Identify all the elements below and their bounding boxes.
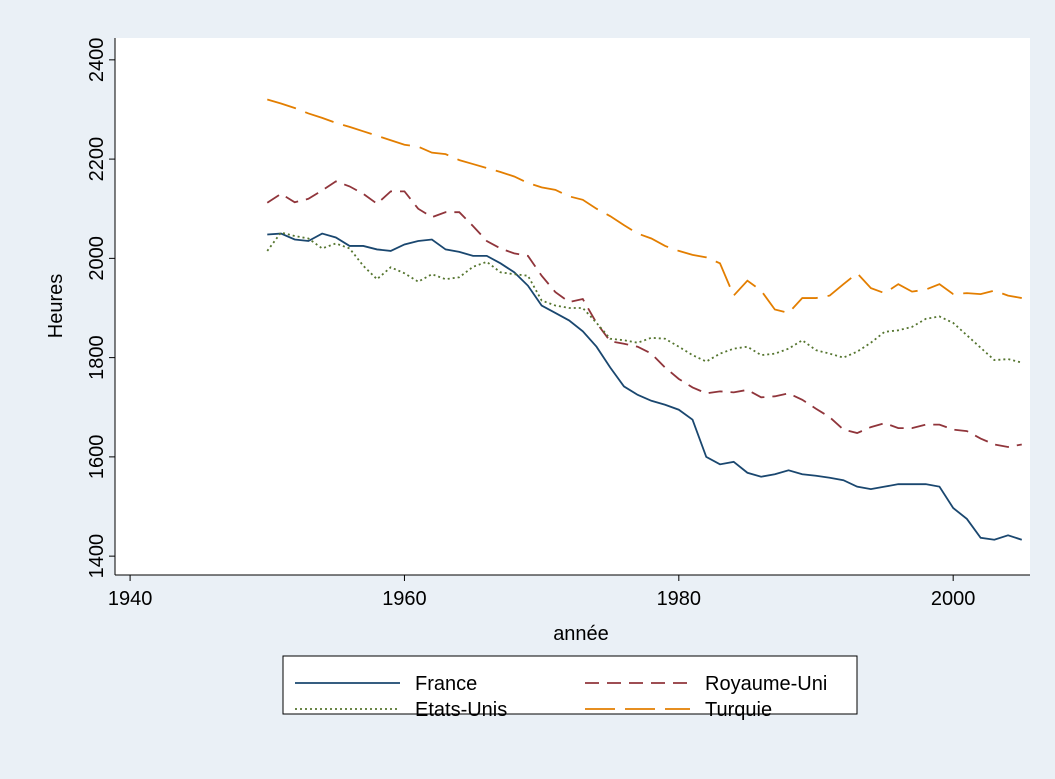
legend: [282, 655, 858, 715]
x-tick-label: 2000: [931, 588, 976, 610]
x-tick-label: 1940: [108, 588, 153, 610]
legend-label: Turquie: [705, 699, 772, 721]
x-axis-label: année: [553, 623, 609, 645]
plot-area: [115, 38, 1030, 575]
y-tick-label: 1600: [86, 435, 108, 480]
legend-label: Etats-Unis: [415, 699, 507, 721]
y-tick-label: 2200: [86, 137, 108, 182]
y-axis-label: Heures: [45, 274, 67, 338]
y-tick-label: 2400: [86, 38, 108, 83]
series-line: [266, 180, 1022, 448]
y-tick-label: 1400: [86, 534, 108, 579]
x-tick-label: 1980: [657, 588, 702, 610]
y-tick-label: 1800: [86, 335, 108, 380]
x-tick-label: 1960: [382, 588, 427, 610]
legend-label: Royaume-Uni: [705, 673, 827, 695]
series-line: [267, 98, 1022, 314]
series-line: [267, 232, 1023, 541]
legend-label: France: [415, 673, 477, 695]
series-line: [266, 231, 1022, 364]
y-tick-label: 2000: [86, 236, 108, 281]
